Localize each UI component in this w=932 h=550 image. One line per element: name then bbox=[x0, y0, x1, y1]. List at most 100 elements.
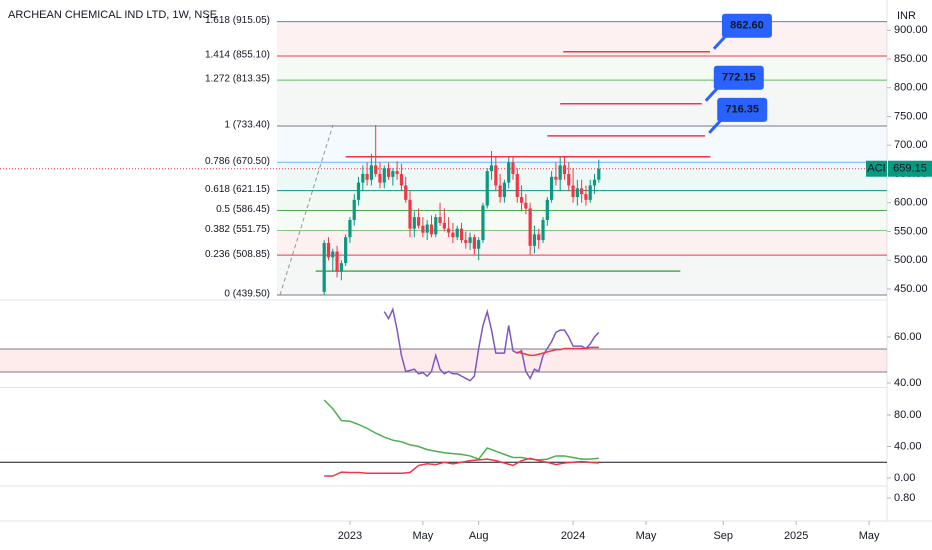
candle-body bbox=[404, 185, 408, 200]
candle-body bbox=[326, 242, 331, 258]
fib-label: 1.414 (855.10) bbox=[205, 50, 270, 61]
candle-body bbox=[408, 199, 412, 229]
candle-body bbox=[442, 222, 446, 229]
y-tick-label: 0.00 bbox=[894, 472, 915, 484]
x-tick-label: Aug bbox=[469, 530, 489, 542]
candle-body bbox=[511, 162, 515, 174]
y-tick-label: 80.00 bbox=[894, 409, 922, 421]
candle-body bbox=[382, 168, 386, 183]
candle-body bbox=[481, 205, 485, 241]
callout-box bbox=[717, 97, 768, 122]
candle-body bbox=[416, 217, 421, 226]
y-tick-label: 0.80 bbox=[894, 492, 915, 504]
candle-body bbox=[580, 188, 584, 195]
candle-body bbox=[468, 237, 472, 243]
x-tick-label: May bbox=[412, 530, 433, 542]
candle-body bbox=[571, 185, 575, 197]
price-label: 659.15 bbox=[893, 163, 927, 175]
fib-zone bbox=[277, 21, 887, 57]
callout-label: 772.15 bbox=[722, 72, 756, 84]
candle-body bbox=[562, 165, 567, 174]
candle-body bbox=[597, 168, 601, 180]
candle-body bbox=[515, 173, 519, 197]
indicator-line bbox=[383, 306, 600, 382]
candle-body bbox=[438, 217, 442, 223]
candle-body bbox=[541, 219, 545, 241]
fib-label: 0.382 (551.75) bbox=[205, 224, 270, 235]
fib-label: 0.5 (586.45) bbox=[216, 204, 270, 215]
candle-body bbox=[584, 194, 588, 200]
candle-body bbox=[421, 225, 425, 233]
fib-label: 1 (733.40) bbox=[224, 120, 270, 131]
y-tick-label: 700.00 bbox=[894, 139, 928, 151]
x-tick-label: 2025 bbox=[784, 530, 808, 542]
candle-body bbox=[567, 173, 571, 186]
candle-body bbox=[532, 234, 537, 246]
fib-zone bbox=[277, 255, 887, 296]
candle-body bbox=[464, 240, 468, 243]
callout-pointer bbox=[708, 118, 723, 134]
candle-body bbox=[447, 228, 451, 233]
candle-body bbox=[365, 173, 369, 180]
callout-pointer bbox=[712, 34, 728, 50]
candle-body bbox=[477, 240, 481, 249]
candle-body bbox=[537, 234, 541, 241]
price-box bbox=[888, 160, 932, 177]
band bbox=[0, 348, 887, 372]
candle-body bbox=[348, 219, 352, 238]
candle-body bbox=[575, 188, 579, 197]
candle-body bbox=[429, 224, 434, 235]
fib-label: 1.618 (915.05) bbox=[205, 15, 270, 26]
indicator-line bbox=[324, 457, 599, 477]
candle-body bbox=[588, 185, 592, 200]
candle-body bbox=[502, 182, 507, 197]
candle-body bbox=[412, 217, 416, 229]
candle-body bbox=[386, 168, 391, 177]
candle-body bbox=[558, 165, 562, 180]
candle-body bbox=[519, 196, 524, 203]
x-tick-label: 2024 bbox=[561, 530, 585, 542]
fib-label: 0 (439.50) bbox=[224, 289, 270, 300]
candle-body bbox=[391, 171, 395, 177]
indicator-line bbox=[323, 399, 599, 461]
y-tick-label: 850.00 bbox=[894, 53, 928, 65]
fib-label: 0.618 (621.15) bbox=[205, 184, 270, 195]
indicator-line bbox=[517, 346, 599, 357]
symbol-label: ACI bbox=[867, 163, 885, 175]
candle-body bbox=[399, 173, 404, 186]
candle-body bbox=[485, 171, 489, 206]
y-tick-label: 800.00 bbox=[894, 82, 928, 94]
callout-label: 862.60 bbox=[730, 20, 764, 32]
y-tick-label: 600.00 bbox=[894, 197, 928, 209]
y-tick-label: 450.00 bbox=[894, 283, 928, 295]
candle-body bbox=[472, 237, 476, 249]
trend-line bbox=[279, 124, 334, 296]
candle-body bbox=[356, 182, 361, 200]
y-tick-label: 900.00 bbox=[894, 24, 928, 36]
y-tick-label: 500.00 bbox=[894, 254, 928, 266]
fib-label: 1.272 (813.35) bbox=[205, 74, 270, 85]
candle-body bbox=[374, 165, 378, 174]
candle-body bbox=[524, 202, 528, 209]
candle-body bbox=[498, 185, 502, 197]
y-tick-label: 750.00 bbox=[894, 110, 928, 122]
candle-body bbox=[322, 242, 326, 292]
candle-body bbox=[451, 232, 455, 238]
x-tick-label: May bbox=[636, 530, 657, 542]
callout-box bbox=[713, 65, 764, 90]
candle-body bbox=[339, 263, 343, 272]
candle-body bbox=[369, 165, 373, 180]
x-tick-label: May bbox=[859, 530, 880, 542]
candle-body bbox=[459, 228, 464, 241]
candle-body bbox=[395, 171, 399, 174]
candle-body bbox=[550, 176, 554, 200]
x-tick-label: Sep bbox=[713, 530, 733, 542]
y-tick-label: 550.00 bbox=[894, 225, 928, 237]
candle-body bbox=[378, 173, 382, 183]
candle-body bbox=[331, 251, 335, 258]
callout-pointer bbox=[704, 86, 719, 102]
fib-zone bbox=[277, 230, 887, 256]
candle-body bbox=[335, 251, 339, 272]
